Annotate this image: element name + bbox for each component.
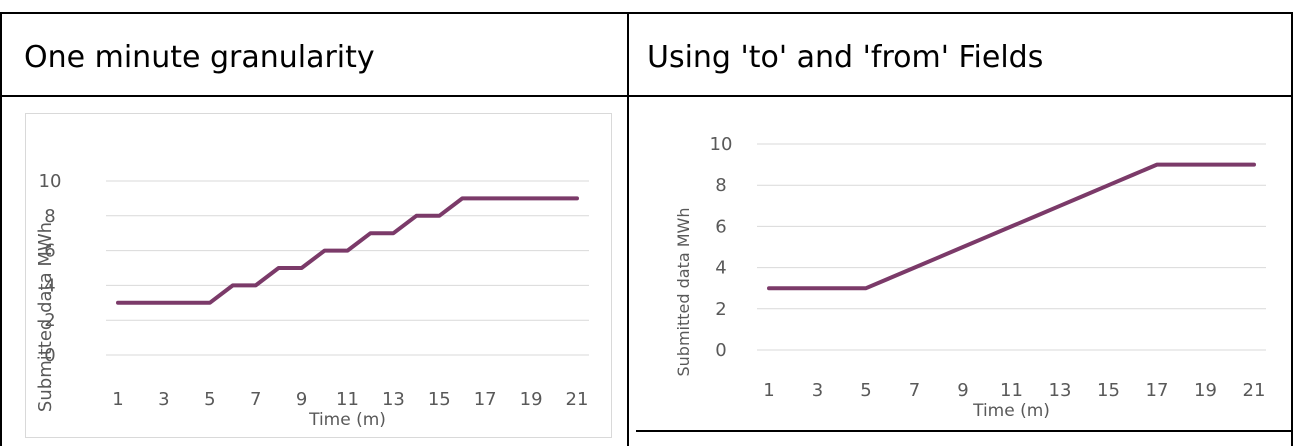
x-tick-label: 21	[566, 389, 589, 410]
x-tick-label: 11	[336, 389, 359, 410]
x-tick-label: 9	[957, 380, 968, 401]
y-tick-label: 2	[44, 310, 55, 331]
x-tick-label: 7	[250, 389, 261, 410]
y-axis-title: Submitted data MWh	[35, 222, 56, 412]
header-right: Using 'to' and 'from' Fields	[647, 40, 1044, 75]
x-tick-label: 1	[763, 380, 774, 401]
y-tick-label: 4	[715, 258, 726, 279]
x-axis-title: Time (m)	[972, 401, 1050, 421]
x-tick-label: 11	[1000, 380, 1023, 401]
y-axis-title: Submitted data MWh	[674, 207, 693, 376]
series-line	[767, 162, 1256, 291]
x-tick-label: 17	[474, 389, 497, 410]
x-tick-label: 5	[860, 380, 871, 401]
x-tick-label: 13	[1049, 380, 1072, 401]
table-border-middle	[627, 12, 629, 446]
x-tick-label: 7	[909, 380, 920, 401]
y-tick-label: 8	[44, 206, 55, 227]
y-tick-label: 4	[44, 275, 55, 296]
chart-left-frame	[25, 113, 612, 438]
x-tick-label: 9	[296, 389, 307, 410]
y-tick-label: 10	[710, 134, 733, 155]
y-tick-label: 6	[715, 216, 726, 237]
x-tick-label: 3	[158, 389, 169, 410]
table-border-top	[0, 12, 1293, 14]
x-tick-label: 13	[382, 389, 405, 410]
x-tick-label: 1	[112, 389, 123, 410]
y-tick-label: 2	[715, 299, 726, 320]
y-tick-label: 10	[39, 171, 62, 192]
header-left: One minute granularity	[24, 40, 375, 75]
x-tick-label: 3	[812, 380, 823, 401]
y-tick-label: 0	[715, 340, 726, 361]
table-border-bottom-right	[636, 430, 1293, 432]
y-tick-label: 6	[44, 241, 55, 262]
x-tick-label: 17	[1146, 380, 1169, 401]
y-tick-label: 8	[715, 175, 726, 196]
x-tick-label: 5	[204, 389, 215, 410]
table-border-right	[1291, 12, 1293, 446]
x-tick-label: 15	[428, 389, 451, 410]
table-border-header	[0, 95, 1293, 97]
x-tick-label: 21	[1243, 380, 1266, 401]
x-tick-label: 19	[1194, 380, 1217, 401]
series-line	[116, 196, 579, 305]
table-border-left	[0, 12, 2, 446]
y-tick-label: 0	[44, 345, 55, 366]
x-axis-title: Time (m)	[308, 410, 386, 430]
x-tick-label: 19	[520, 389, 543, 410]
x-tick-label: 15	[1097, 380, 1120, 401]
